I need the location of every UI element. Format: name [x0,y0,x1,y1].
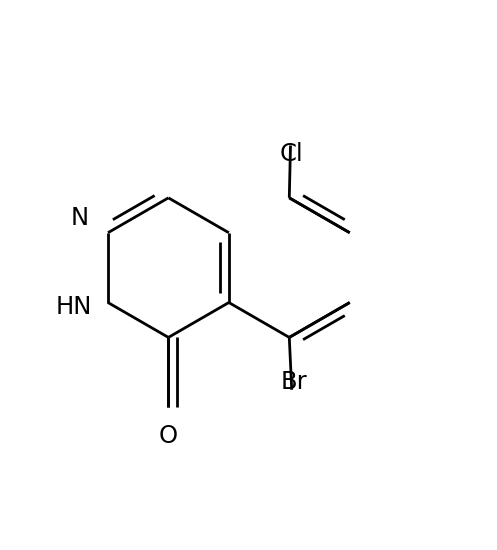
Text: Br: Br [281,370,308,394]
Text: N: N [71,206,88,230]
Text: Cl: Cl [280,141,304,166]
Text: HN: HN [55,295,92,320]
Text: O: O [159,424,178,448]
